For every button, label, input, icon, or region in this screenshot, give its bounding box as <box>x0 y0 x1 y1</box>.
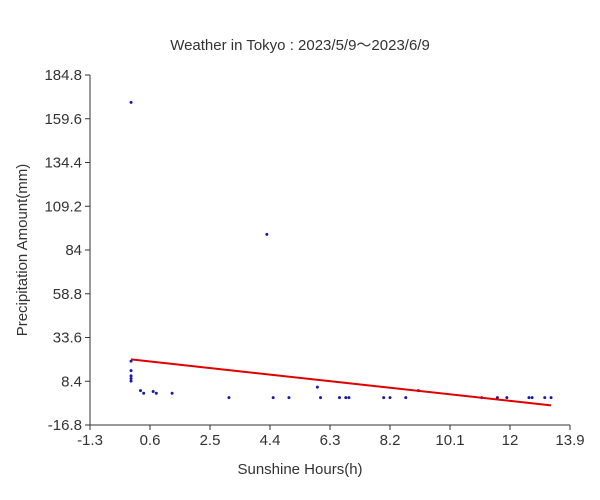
x-axis-label: Sunshine Hours(h) <box>237 461 362 478</box>
y-tick-label: 159.6 <box>44 111 82 128</box>
data-point <box>154 391 158 395</box>
x-tick-label: 13.9 <box>555 432 584 449</box>
x-tick-label: 10.1 <box>435 432 464 449</box>
data-point <box>129 374 133 378</box>
x-tick-label: 4.4 <box>260 432 281 449</box>
data-point <box>527 396 531 400</box>
data-point <box>495 396 499 400</box>
x-tick-label: 0.6 <box>140 432 161 449</box>
data-point <box>142 391 146 395</box>
x-ticks: -1.3 0.6 2.5 4.4 6.3 8.2 10.1 12 13.9 <box>77 425 585 449</box>
data-points <box>129 100 553 400</box>
x-tick-label: 6.3 <box>320 432 341 449</box>
chart-title: Weather in Tokyo : 2023/5/9～2023/6/9 <box>170 37 430 54</box>
data-point <box>388 396 392 400</box>
y-tick-label: 109.2 <box>44 198 82 215</box>
trendline-group <box>130 358 552 407</box>
data-point <box>315 385 319 389</box>
y-axis-label: Precipitation Amount(mm) <box>14 164 31 337</box>
x-tick-label: 12 <box>502 432 519 449</box>
y-tick-label: 84 <box>65 242 82 259</box>
y-tick-label: 8.4 <box>61 373 82 390</box>
data-point <box>151 389 155 393</box>
data-point <box>265 232 269 236</box>
x-tick-label: 2.5 <box>200 432 221 449</box>
y-tick-label: 33.6 <box>53 330 82 347</box>
data-point <box>337 396 341 400</box>
x-tick-label: 8.2 <box>380 432 401 449</box>
data-point <box>129 369 133 373</box>
data-point <box>347 396 351 400</box>
x-tick-label: -1.3 <box>77 432 103 449</box>
data-point <box>227 396 231 400</box>
y-tick-label: 184.8 <box>44 67 82 84</box>
trendline <box>130 358 552 407</box>
data-point <box>543 396 547 400</box>
data-point <box>382 396 386 400</box>
data-point <box>170 391 174 395</box>
y-tick-label: 58.8 <box>53 286 82 303</box>
data-point <box>505 396 509 400</box>
y-tick-label: 134.4 <box>44 155 82 172</box>
y-tick-label: -16.8 <box>48 417 82 434</box>
data-point <box>129 100 133 104</box>
data-point <box>319 396 323 400</box>
data-point <box>271 396 275 400</box>
y-ticks: 184.8 159.6 134.4 109.2 84 58.8 33.6 8.4 -16.8 <box>44 67 90 434</box>
data-point <box>404 396 408 400</box>
data-point <box>129 376 133 380</box>
data-point <box>139 389 143 393</box>
data-point <box>129 379 133 383</box>
data-point <box>287 396 291 400</box>
data-point <box>549 396 553 400</box>
data-point <box>530 396 534 400</box>
data-point <box>344 396 348 400</box>
